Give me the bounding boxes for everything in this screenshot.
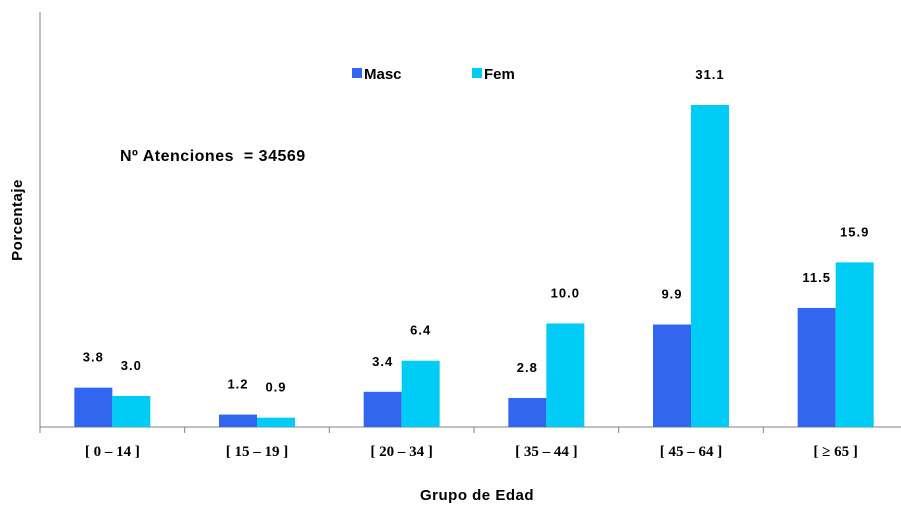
legend-label-fem: Fem: [484, 66, 515, 83]
legend-swatch-masc: [352, 68, 362, 78]
bar-masc-1: [219, 414, 257, 427]
value-label-fem-5: 15.9: [840, 224, 869, 239]
bar-fem-3: [546, 323, 585, 427]
x-axis-title: Grupo de Edad: [420, 487, 534, 504]
x-tick-label: [ 0 – 14 ]: [85, 444, 140, 460]
value-label-fem-4: 31.1: [695, 67, 724, 82]
x-tick-label: [ 20 – 34 ]: [370, 444, 433, 460]
bar-fem-1: [257, 417, 295, 427]
value-label-fem-0: 3.0: [121, 358, 142, 373]
bars: [74, 105, 874, 427]
bar-masc-4: [653, 324, 691, 427]
value-label-masc-3: 2.8: [517, 360, 538, 375]
bar-fem-2: [401, 360, 440, 427]
value-label-masc-1: 1.2: [227, 377, 248, 392]
bar-fem-0: [112, 395, 151, 427]
value-labels: 3.8 3.0 1.2 0.9 3.4 6.4 2.8 10.0 9.9 31.1 11.5 15.9: [83, 67, 869, 395]
value-label-masc-0: 3.8: [83, 350, 104, 365]
x-tick-label: [ 45 – 64 ]: [660, 444, 723, 460]
x-tick-label: [ ≥ 65 ]: [813, 444, 857, 460]
x-tick-label: [ 35 – 44 ]: [515, 444, 578, 460]
x-tick-labels: [ 0 – 14 ] [ 15 – 19 ] [ 20 – 34 ] [ 35 – 4…: [85, 444, 858, 460]
value-label-masc-2: 3.4: [372, 354, 393, 369]
legend-swatch-fem: [472, 68, 482, 78]
value-label-fem-1: 0.9: [265, 380, 286, 395]
legend-label-masc: Masc: [364, 66, 402, 83]
legend: Masc Fem: [352, 66, 515, 83]
value-label-masc-4: 9.9: [661, 286, 682, 301]
x-tick-label: [ 15 – 19 ]: [226, 444, 289, 460]
bar-masc-0: [74, 387, 113, 427]
bar-masc-3: [508, 398, 547, 427]
bar-masc-5: [797, 307, 836, 427]
bar-masc-2: [363, 391, 402, 427]
bar-fem-4: [691, 105, 729, 427]
value-label-fem-3: 10.0: [551, 285, 580, 300]
y-axis-title: Porcentaje: [9, 179, 26, 261]
value-label-masc-5: 11.5: [802, 270, 831, 285]
x-tick-marks: [39, 427, 764, 433]
bar-fem-5: [835, 262, 874, 427]
annotation-total: Nº Atenciones = 34569: [120, 148, 306, 165]
value-label-fem-2: 6.4: [410, 323, 431, 338]
axes: [39, 12, 901, 428]
